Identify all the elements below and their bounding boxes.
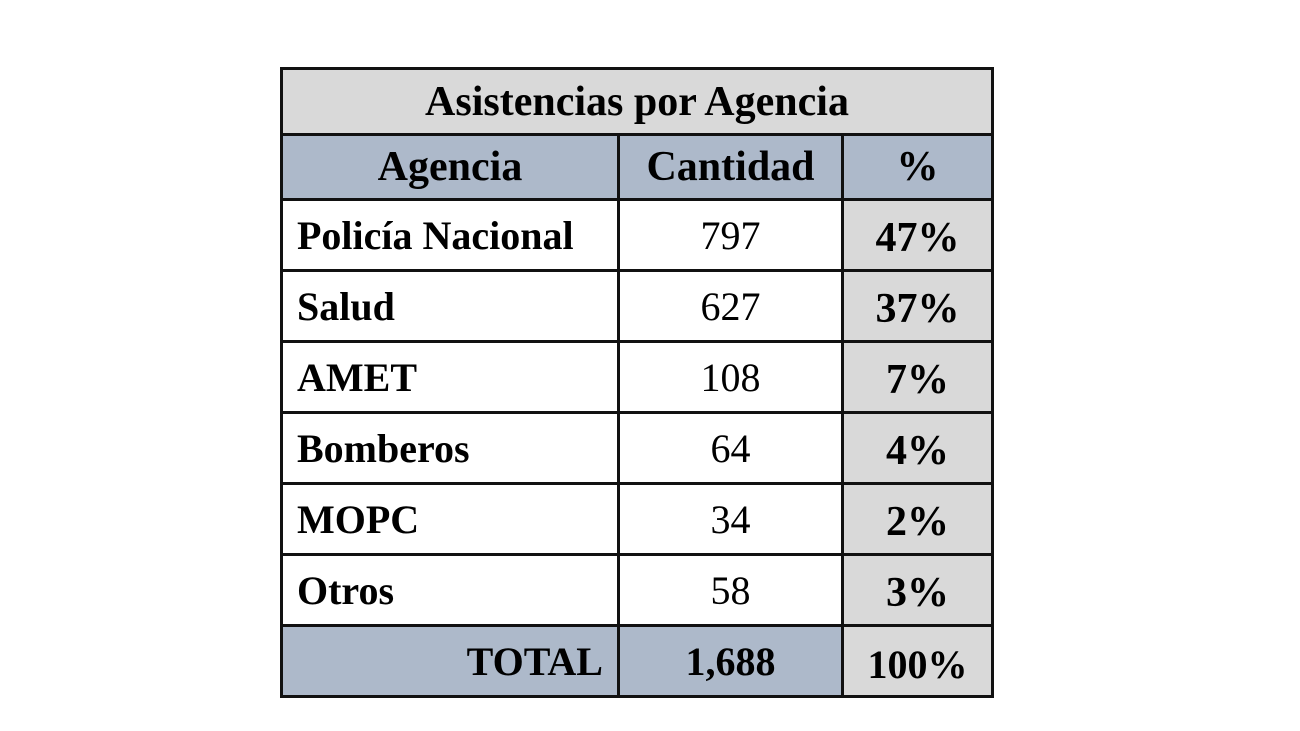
total-cantidad: 1,688 (617, 624, 844, 698)
agencia-cell: AMET (280, 340, 620, 414)
total-row: TOTAL 1,688 100% (280, 624, 995, 698)
percent-cell: 47% (840, 198, 995, 272)
agencia-cell: MOPC (280, 482, 620, 556)
percent-cell: 4% (840, 411, 995, 485)
table-row: Policía Nacional 797 47% (280, 198, 995, 272)
percent-cell: 2% (840, 482, 995, 556)
header-agencia: Agencia (280, 133, 620, 201)
cantidad-cell: 627 (617, 269, 844, 343)
table-title: Asistencias por Agencia (279, 67, 995, 136)
cantidad-cell: 58 (617, 553, 844, 627)
table-row: Otros 58 3% (280, 553, 995, 627)
cantidad-cell: 64 (617, 411, 844, 485)
percent-cell: 37% (840, 269, 995, 343)
header-cantidad: Cantidad (617, 133, 844, 201)
table-row: AMET 108 7% (280, 340, 995, 414)
percent-cell: 3% (840, 553, 995, 627)
cantidad-cell: 108 (617, 340, 844, 414)
asistencias-table: Asistencias por Agencia Agencia Cantidad… (279, 67, 995, 698)
total-label: TOTAL (280, 624, 620, 698)
header-percent: % (840, 133, 995, 201)
cantidad-cell: 797 (617, 198, 844, 272)
table-row: MOPC 34 2% (280, 482, 995, 556)
total-percent: 100% (840, 624, 995, 698)
agencia-cell: Salud (280, 269, 620, 343)
agencia-cell: Otros (280, 553, 620, 627)
table-row: Bomberos 64 4% (280, 411, 995, 485)
cantidad-cell: 34 (617, 482, 844, 556)
agencia-cell: Policía Nacional (280, 198, 620, 272)
table-row: Salud 627 37% (280, 269, 995, 343)
percent-cell: 7% (840, 340, 995, 414)
agencia-cell: Bomberos (280, 411, 620, 485)
